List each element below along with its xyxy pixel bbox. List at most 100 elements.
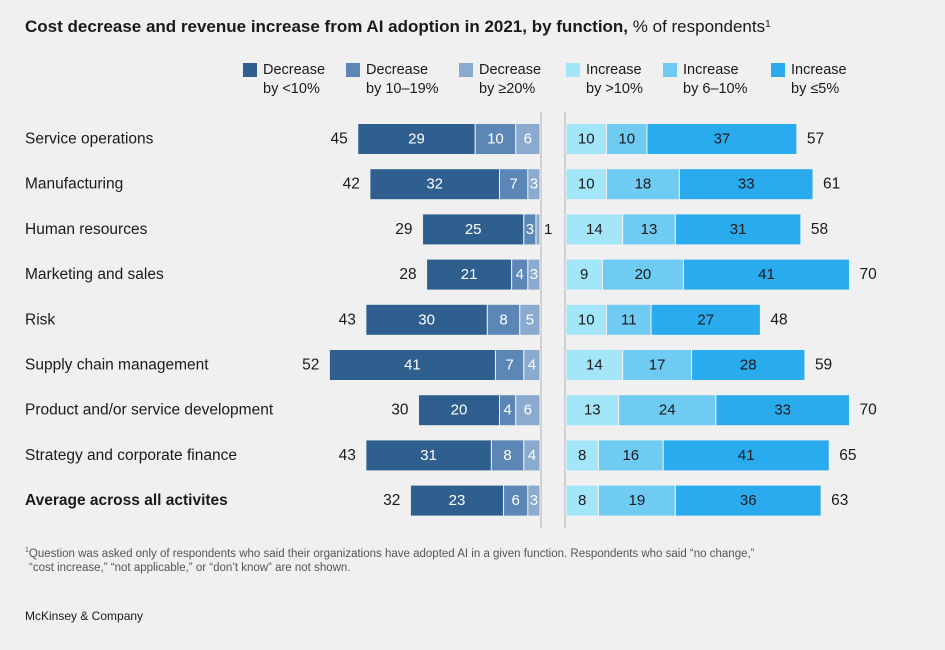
increase-value-supply-chain-management-1: 14: [586, 357, 603, 374]
chart-title: Cost decrease and revenue increase from …: [25, 16, 771, 38]
decrease-bar-manufacturing-3: [527, 168, 541, 201]
decrease-bar-product-and-or-service-development-1: [418, 394, 500, 427]
increase-value-strategy-and-corporate-finance-3: 41: [738, 447, 755, 464]
decrease-value-service-operations-1: 29: [408, 131, 425, 148]
increase-bar-average-across-all-activites-1: [565, 484, 599, 517]
decrease-bar-marketing-and-sales-1: [426, 258, 513, 291]
increase-bar-marketing-and-sales-3: [682, 258, 851, 291]
decrease-value-supply-chain-management-2: 7: [505, 357, 513, 374]
category-label-human-resources: Human resources: [25, 221, 148, 238]
decrease-bar-supply-chain-management-1: [328, 349, 496, 381]
decrease-value-product-and-or-service-development-3: 6: [524, 402, 532, 419]
increase-total-supply-chain-management: 59: [815, 357, 832, 374]
decrease-value-marketing-and-sales-3: 3: [530, 266, 538, 283]
decrease-bar-service-operations-1: [357, 123, 476, 155]
increase-total-manufacturing: 61: [823, 176, 840, 193]
category-label-product-and-or-service-development: Product and/or service development: [25, 402, 274, 419]
increase-bar-manufacturing-3: [678, 168, 814, 201]
footnote-text-1: Question was asked only of respondents w…: [28, 547, 755, 560]
decrease-value-average-across-all-activites-2: 6: [512, 492, 520, 509]
increase-value-risk-3: 27: [697, 311, 714, 328]
legend-swatch-6: [771, 63, 785, 77]
increase-total-average-across-all-activites: 63: [831, 492, 848, 509]
increase-bar-manufacturing-2: [606, 168, 680, 201]
decrease-bar-risk-1: [365, 303, 488, 336]
category-label-average-across-all-activites: Average across all activites: [25, 492, 228, 509]
legend-swatch-5: [663, 63, 677, 77]
increase-value-service-operations-3: 37: [714, 131, 731, 148]
increase-value-marketing-and-sales-2: 20: [635, 266, 652, 283]
decrease-value-service-operations-3: 6: [524, 131, 532, 148]
legend-sublabel-3: by ≥20%: [479, 81, 535, 97]
decrease-bar-product-and-or-service-development-3: [515, 394, 541, 427]
increase-bar-strategy-and-corporate-finance-2: [597, 439, 664, 472]
legend-swatch-3: [459, 63, 473, 77]
decrease-value-human-resources-3: 1: [544, 221, 552, 238]
decrease-total-supply-chain-management: 52: [302, 357, 319, 374]
legend-label-4: Increase: [586, 62, 642, 78]
decrease-total-product-and-or-service-development: 30: [391, 402, 409, 419]
increase-bar-strategy-and-corporate-finance-3: [662, 439, 830, 472]
category-label-supply-chain-management: Supply chain management: [25, 357, 209, 374]
decrease-bar-marketing-and-sales-3: [527, 258, 541, 291]
increase-value-product-and-or-service-development-3: 33: [774, 402, 791, 419]
increase-value-strategy-and-corporate-finance-1: 8: [578, 447, 586, 464]
increase-value-marketing-and-sales-3: 41: [758, 266, 775, 283]
source-credit: McKinsey & Company: [25, 609, 144, 623]
decrease-total-manufacturing: 42: [343, 176, 360, 193]
increase-value-marketing-and-sales-1: 9: [580, 266, 588, 283]
decrease-bar-supply-chain-management-3: [523, 349, 541, 381]
increase-value-average-across-all-activites-2: 19: [629, 492, 646, 509]
decrease-total-risk: 43: [339, 311, 356, 328]
decrease-total-average-across-all-activites: 32: [383, 492, 400, 509]
decrease-total-marketing-and-sales: 28: [399, 266, 416, 283]
increase-bar-supply-chain-management-3: [691, 349, 806, 381]
legend-swatch-4: [566, 63, 580, 77]
decrease-bar-strategy-and-corporate-finance-2: [490, 439, 525, 472]
increase-bar-service-operations-3: [646, 123, 798, 155]
increase-value-manufacturing-3: 33: [738, 176, 755, 193]
decrease-value-marketing-and-sales-2: 4: [516, 266, 524, 283]
decrease-value-manufacturing-1: 32: [426, 176, 443, 193]
decrease-total-strategy-and-corporate-finance: 43: [339, 447, 356, 464]
decrease-value-strategy-and-corporate-finance-2: 8: [503, 447, 511, 464]
increase-total-marketing-and-sales: 70: [860, 266, 878, 283]
increase-bar-human-resources-1: [565, 213, 624, 246]
increase-bar-strategy-and-corporate-finance-1: [565, 439, 599, 472]
increase-total-risk: 48: [770, 311, 787, 328]
decrease-bar-manufacturing-1: [369, 168, 500, 201]
decrease-bar-risk-2: [486, 303, 521, 336]
decrease-bar-risk-3: [519, 303, 541, 336]
legend-label-5: Increase: [683, 62, 739, 78]
chart-title-unit: % of respondents: [632, 17, 766, 36]
decrease-value-average-across-all-activites-1: 23: [449, 492, 466, 509]
increase-value-human-resources-1: 14: [586, 221, 603, 238]
increase-bar-human-resources-3: [674, 213, 802, 246]
increase-bar-service-operations-2: [606, 123, 648, 155]
increase-bar-service-operations-1: [565, 123, 607, 155]
increase-value-risk-1: 10: [578, 311, 595, 328]
legend-sublabel-4: by >10%: [586, 81, 643, 97]
increase-value-service-operations-1: 10: [578, 131, 595, 148]
legend-sublabel-2: by 10–19%: [366, 81, 439, 97]
category-label-marketing-and-sales: Marketing and sales: [25, 266, 164, 283]
decrease-value-manufacturing-2: 7: [510, 176, 518, 193]
decrease-value-strategy-and-corporate-finance-3: 4: [528, 447, 536, 464]
decrease-value-risk-3: 5: [526, 311, 534, 328]
decrease-bar-strategy-and-corporate-finance-3: [523, 439, 541, 472]
legend-label-1: Decrease: [263, 62, 325, 78]
decrease-bar-manufacturing-2: [499, 168, 529, 201]
increase-value-product-and-or-service-development-2: 24: [659, 402, 676, 419]
category-label-service-operations: Service operations: [25, 131, 154, 148]
decrease-value-strategy-and-corporate-finance-1: 31: [420, 447, 437, 464]
decrease-value-human-resources-2: 3: [526, 221, 534, 238]
decrease-bar-average-across-all-activites-2: [503, 484, 529, 517]
category-label-manufacturing: Manufacturing: [25, 176, 123, 193]
increase-total-product-and-or-service-development: 70: [860, 402, 878, 419]
increase-bar-risk-3: [650, 303, 761, 336]
decrease-bar-average-across-all-activites-1: [409, 484, 505, 517]
decrease-value-human-resources-1: 25: [465, 221, 482, 238]
increase-value-supply-chain-management-2: 17: [649, 357, 666, 374]
increase-bar-average-across-all-activites-3: [674, 484, 822, 517]
increase-value-manufacturing-2: 18: [635, 176, 652, 193]
